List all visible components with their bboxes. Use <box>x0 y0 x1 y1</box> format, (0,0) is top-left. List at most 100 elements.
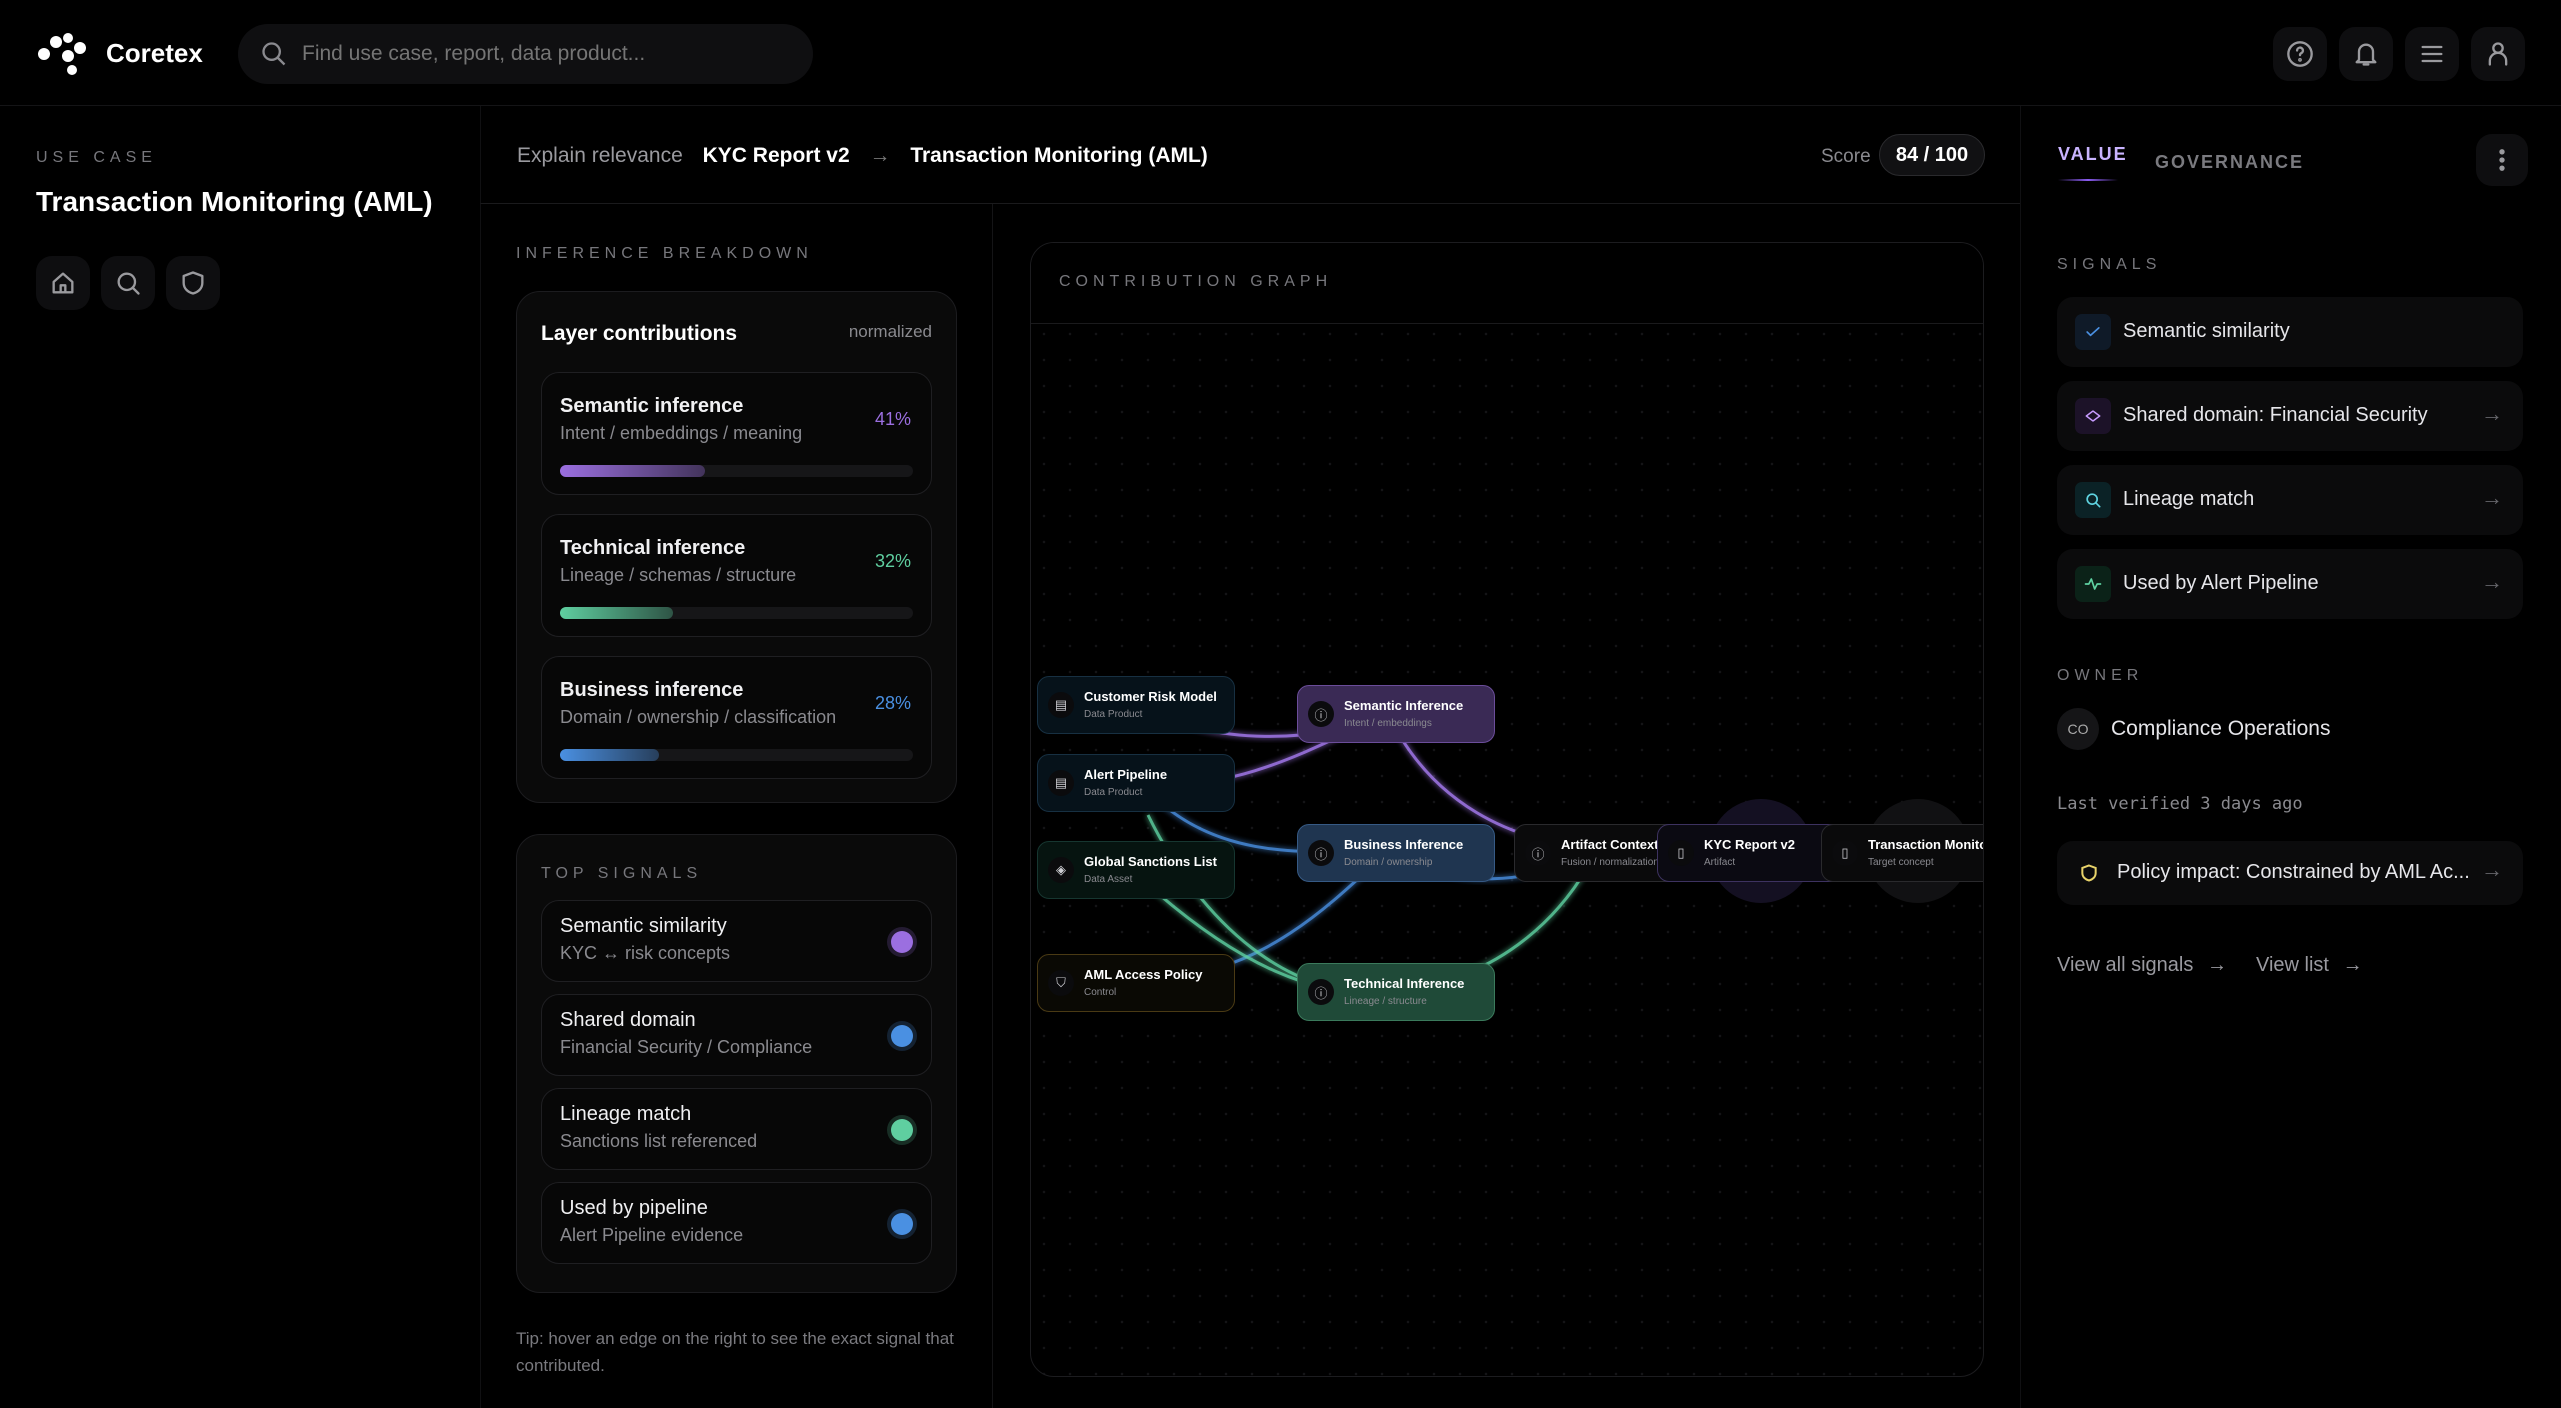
notifications-button[interactable] <box>2339 27 2393 81</box>
node-subtitle: Domain / ownership <box>1344 857 1433 868</box>
document-icon: ▯ <box>1832 840 1858 866</box>
node-title: Alert Pipeline <box>1084 767 1168 782</box>
card-note: normalized <box>848 322 932 341</box>
more-vertical-icon <box>2499 149 2505 171</box>
top-signal-item[interactable]: Lineage match Sanctions list referenced <box>541 1088 932 1170</box>
value-signal-row[interactable]: Lineage match → <box>2057 465 2523 535</box>
layer-item[interactable]: Semantic inference Intent / embeddings /… <box>541 372 932 495</box>
layer-progress-fill <box>560 465 705 477</box>
help-icon <box>2287 41 2313 67</box>
signal-desc: Financial Security / Compliance <box>560 1037 813 1057</box>
info-icon: ⓘ <box>1308 979 1334 1005</box>
search-box[interactable] <box>238 24 813 84</box>
arrow-right-icon: → <box>2481 569 2503 594</box>
value-signal-row[interactable]: Semantic similarity <box>2057 297 2523 367</box>
layer-title: Business inference <box>560 679 744 701</box>
tab-governance[interactable]: GOVERNANCE <box>2155 152 2305 172</box>
node-subtitle: Fusion / normalization <box>1561 857 1659 868</box>
layer-contributions-card: Layer contributions normalized Semantic … <box>516 291 957 803</box>
menu-button[interactable] <box>2405 27 2459 81</box>
signal-icon-badge <box>2075 566 2111 602</box>
signal-color-dot <box>891 931 913 953</box>
arrow-right-icon: → <box>2481 485 2503 510</box>
info-icon: ⓘ <box>1308 840 1334 866</box>
search-nav-button[interactable] <box>101 256 155 310</box>
breadcrumb-target[interactable]: Transaction Monitoring (AML) <box>910 144 1208 167</box>
layer-item[interactable]: Technical inference Lineage / schemas / … <box>541 514 932 637</box>
shield-nav-button[interactable] <box>166 256 220 310</box>
top-signal-item[interactable]: Semantic similarity KYC ↔ risk concepts <box>541 900 932 982</box>
owner-avatar: CO <box>2057 708 2099 750</box>
node-subtitle: Target concept <box>1868 857 1934 868</box>
node-title: KYC Report v2 <box>1704 837 1796 852</box>
search-input[interactable] <box>302 36 782 72</box>
graph-node[interactable]: ▯ Transaction Monitoring Target concept <box>1821 824 1983 882</box>
brand-name: Coretex <box>106 37 203 68</box>
signal-desc: Alert Pipeline evidence <box>560 1225 744 1245</box>
signal-title: Semantic similarity <box>560 915 727 937</box>
signal-color-dot <box>891 1213 913 1235</box>
graph-node[interactable]: ▤ Customer Risk Model Data Product <box>1037 676 1235 734</box>
graph-node[interactable]: ▤ Alert Pipeline Data Product <box>1037 754 1235 812</box>
layer-percent: 28% <box>874 693 911 713</box>
graph-node[interactable]: ⓘ Semantic Inference Intent / embeddings <box>1297 685 1495 743</box>
breadcrumb: Explain relevance KYC Report v2 → Transa… <box>517 144 1208 168</box>
arrow-right-icon: → <box>2481 857 2503 882</box>
home-icon <box>52 272 74 294</box>
value-signal-row[interactable]: Used by Alert Pipeline → <box>2057 549 2523 619</box>
score-badge: 84 / 100 <box>1879 134 1985 176</box>
layer-desc: Domain / ownership / classification <box>560 707 837 727</box>
graph-node[interactable]: ⛉ AML Access Policy Control <box>1037 954 1235 1012</box>
breakdown-column <box>480 204 993 1408</box>
layer-progress-bar <box>560 749 913 761</box>
value-signal-row[interactable]: Shared domain: Financial Security → <box>2057 381 2523 451</box>
logo-icon <box>38 33 86 75</box>
document-icon: ▯ <box>1668 840 1694 866</box>
more-options-button[interactable] <box>2476 134 2528 186</box>
view-all-signals-label: View all signals <box>2057 954 2194 976</box>
tab-value[interactable]: VALUE <box>2058 144 2128 181</box>
home-button[interactable] <box>36 256 90 310</box>
brand-logo[interactable]: Coretex <box>36 30 203 76</box>
help-button[interactable] <box>2273 27 2327 81</box>
signal-label: Semantic similarity <box>2123 320 2290 342</box>
graph-node[interactable]: ◈ Global Sanctions List Data Asset <box>1037 841 1235 899</box>
owner-name[interactable]: Compliance Operations <box>2111 717 2331 740</box>
layer-desc: Lineage / schemas / structure <box>560 565 797 585</box>
search-icon <box>2086 493 2101 508</box>
signal-icon-badge <box>2075 314 2111 350</box>
score-label: Score <box>1821 146 1871 167</box>
breadcrumb-source[interactable]: KYC Report v2 <box>702 144 850 167</box>
signal-desc: KYC ↔ risk concepts <box>560 943 731 963</box>
diamond-icon <box>2085 410 2101 422</box>
signal-title: Lineage match <box>560 1103 692 1125</box>
bell-icon <box>2355 43 2377 66</box>
layer-item[interactable]: Business inference Domain / ownership / … <box>541 656 932 779</box>
node-title: Artifact Context <box>1561 837 1659 852</box>
top-bar: Coretex <box>0 0 2561 106</box>
node-title: Global Sanctions List <box>1084 854 1217 869</box>
node-title: Technical Inference <box>1344 976 1465 991</box>
contribution-graph[interactable]: CONTRIBUTION GRAPH ▤ Customer Risk Model… <box>1030 242 1984 1377</box>
search-icon <box>117 272 140 295</box>
graph-node[interactable]: ⓘ Technical Inference Lineage / structur… <box>1297 963 1495 1021</box>
arrow-right-icon: → <box>2206 954 2227 976</box>
user-button[interactable] <box>2471 27 2525 81</box>
signal-title: Used by pipeline <box>560 1197 708 1219</box>
sidebar-label: USE CASE <box>36 149 157 166</box>
node-subtitle: Data Asset <box>1084 874 1133 885</box>
view-list-link[interactable]: View list → <box>2256 954 2363 977</box>
view-all-signals-link[interactable]: View all signals → <box>2057 954 2227 977</box>
database-icon: ▤ <box>1048 692 1074 718</box>
top-signal-item[interactable]: Used by pipeline Alert Pipeline evidence <box>541 1182 932 1264</box>
top-signal-item[interactable]: Shared domain Financial Security / Compl… <box>541 994 932 1076</box>
layer-progress-fill <box>560 607 673 619</box>
shield-icon <box>182 271 204 295</box>
breakdown-label: INFERENCE BREAKDOWN <box>516 245 813 262</box>
card-title: Layer contributions <box>541 322 738 345</box>
user-icon <box>2488 42 2508 66</box>
signal-color-dot <box>891 1119 913 1141</box>
policy-impact-row[interactable]: Policy impact: Constrained by AML Ac... … <box>2057 841 2523 905</box>
layer-percent: 32% <box>874 551 911 571</box>
graph-node[interactable]: ⓘ Business Inference Domain / ownership <box>1297 824 1495 882</box>
